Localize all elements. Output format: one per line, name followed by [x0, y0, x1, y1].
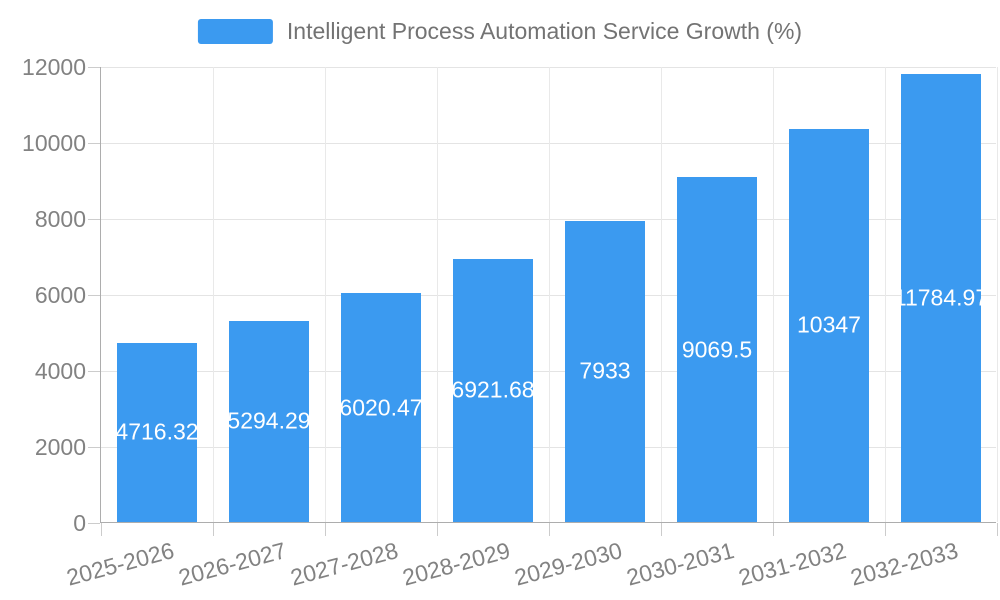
gridline-vertical — [548, 67, 550, 522]
y-axis-tick — [88, 522, 100, 524]
gridline-vertical — [324, 67, 326, 522]
bar-2030-2031[interactable]: 9069.5 — [677, 177, 757, 522]
legend-item[interactable]: Intelligent Process Automation Service G… — [197, 18, 803, 45]
bar-2032-2033[interactable]: 11784.97 — [901, 74, 981, 522]
x-axis-tick — [548, 523, 550, 536]
y-tick-label: 4000 — [34, 358, 86, 384]
bar-2026-2027[interactable]: 5294.29 — [229, 320, 309, 522]
y-tick-label: 0 — [73, 510, 86, 536]
bar-value-label: 5294.29 — [229, 407, 309, 434]
x-axis-tick — [996, 523, 998, 536]
x-tick-label: 2030-2031 — [623, 537, 737, 591]
gridline-vertical — [996, 67, 998, 522]
x-tick-label: 2027-2028 — [287, 537, 401, 591]
gridline-vertical — [212, 67, 214, 522]
y-tick-label: 6000 — [34, 282, 86, 308]
x-axis-tick — [772, 523, 774, 536]
gridline-vertical — [436, 67, 438, 522]
y-tick-label: 12000 — [22, 54, 86, 80]
gridline-vertical — [884, 67, 886, 522]
bar-value-label: 6921.68 — [453, 376, 533, 403]
x-tick-label: 2028-2029 — [399, 537, 513, 591]
bar-value-label: 9069.5 — [681, 336, 753, 363]
y-axis-tick — [88, 218, 100, 220]
x-axis-tick — [660, 523, 662, 536]
y-axis-tick — [88, 142, 100, 144]
x-tick-label: 2032-2033 — [847, 537, 961, 591]
bar-2027-2028[interactable]: 6020.47 — [341, 293, 421, 522]
bar-value-label: 10347 — [797, 311, 861, 338]
x-axis-tick — [100, 523, 102, 536]
bar-value-label: 4716.32 — [117, 418, 197, 445]
x-tick-label: 2029-2030 — [511, 537, 625, 591]
bar-2025-2026[interactable]: 4716.32 — [117, 342, 197, 522]
y-axis-tick — [88, 294, 100, 296]
x-tick-label: 2026-2027 — [175, 537, 289, 591]
gridline-vertical — [772, 67, 774, 522]
bar-value-label: 11784.97 — [901, 284, 981, 311]
gridline-vertical — [660, 67, 662, 522]
plot-area: 4716.32 5294.29 6020.47 6921.68 7933 9069.5 10… — [88, 66, 998, 536]
y-axis-tick — [88, 66, 100, 68]
legend-swatch — [197, 19, 273, 44]
bar-value-label: 7933 — [579, 357, 631, 384]
x-axis-tick — [212, 523, 214, 536]
x-tick-label: 2025-2026 — [63, 537, 177, 591]
y-tick-label: 10000 — [22, 130, 86, 156]
bar-2031-2032[interactable]: 10347 — [789, 128, 869, 522]
y-axis-tick — [88, 370, 100, 372]
y-tick-label: 8000 — [34, 206, 86, 232]
bar-value-label: 6020.47 — [341, 394, 421, 421]
x-axis-tick — [324, 523, 326, 536]
x-tick-label: 2031-2032 — [735, 537, 849, 591]
y-tick-label: 2000 — [34, 434, 86, 460]
x-axis-tick — [884, 523, 886, 536]
y-axis-tick — [88, 446, 100, 448]
bar-2029-2030[interactable]: 7933 — [565, 220, 645, 522]
legend-label: Intelligent Process Automation Service G… — [286, 18, 803, 44]
x-axis-tick — [436, 523, 438, 536]
bar-2028-2029[interactable]: 6921.68 — [453, 258, 533, 522]
